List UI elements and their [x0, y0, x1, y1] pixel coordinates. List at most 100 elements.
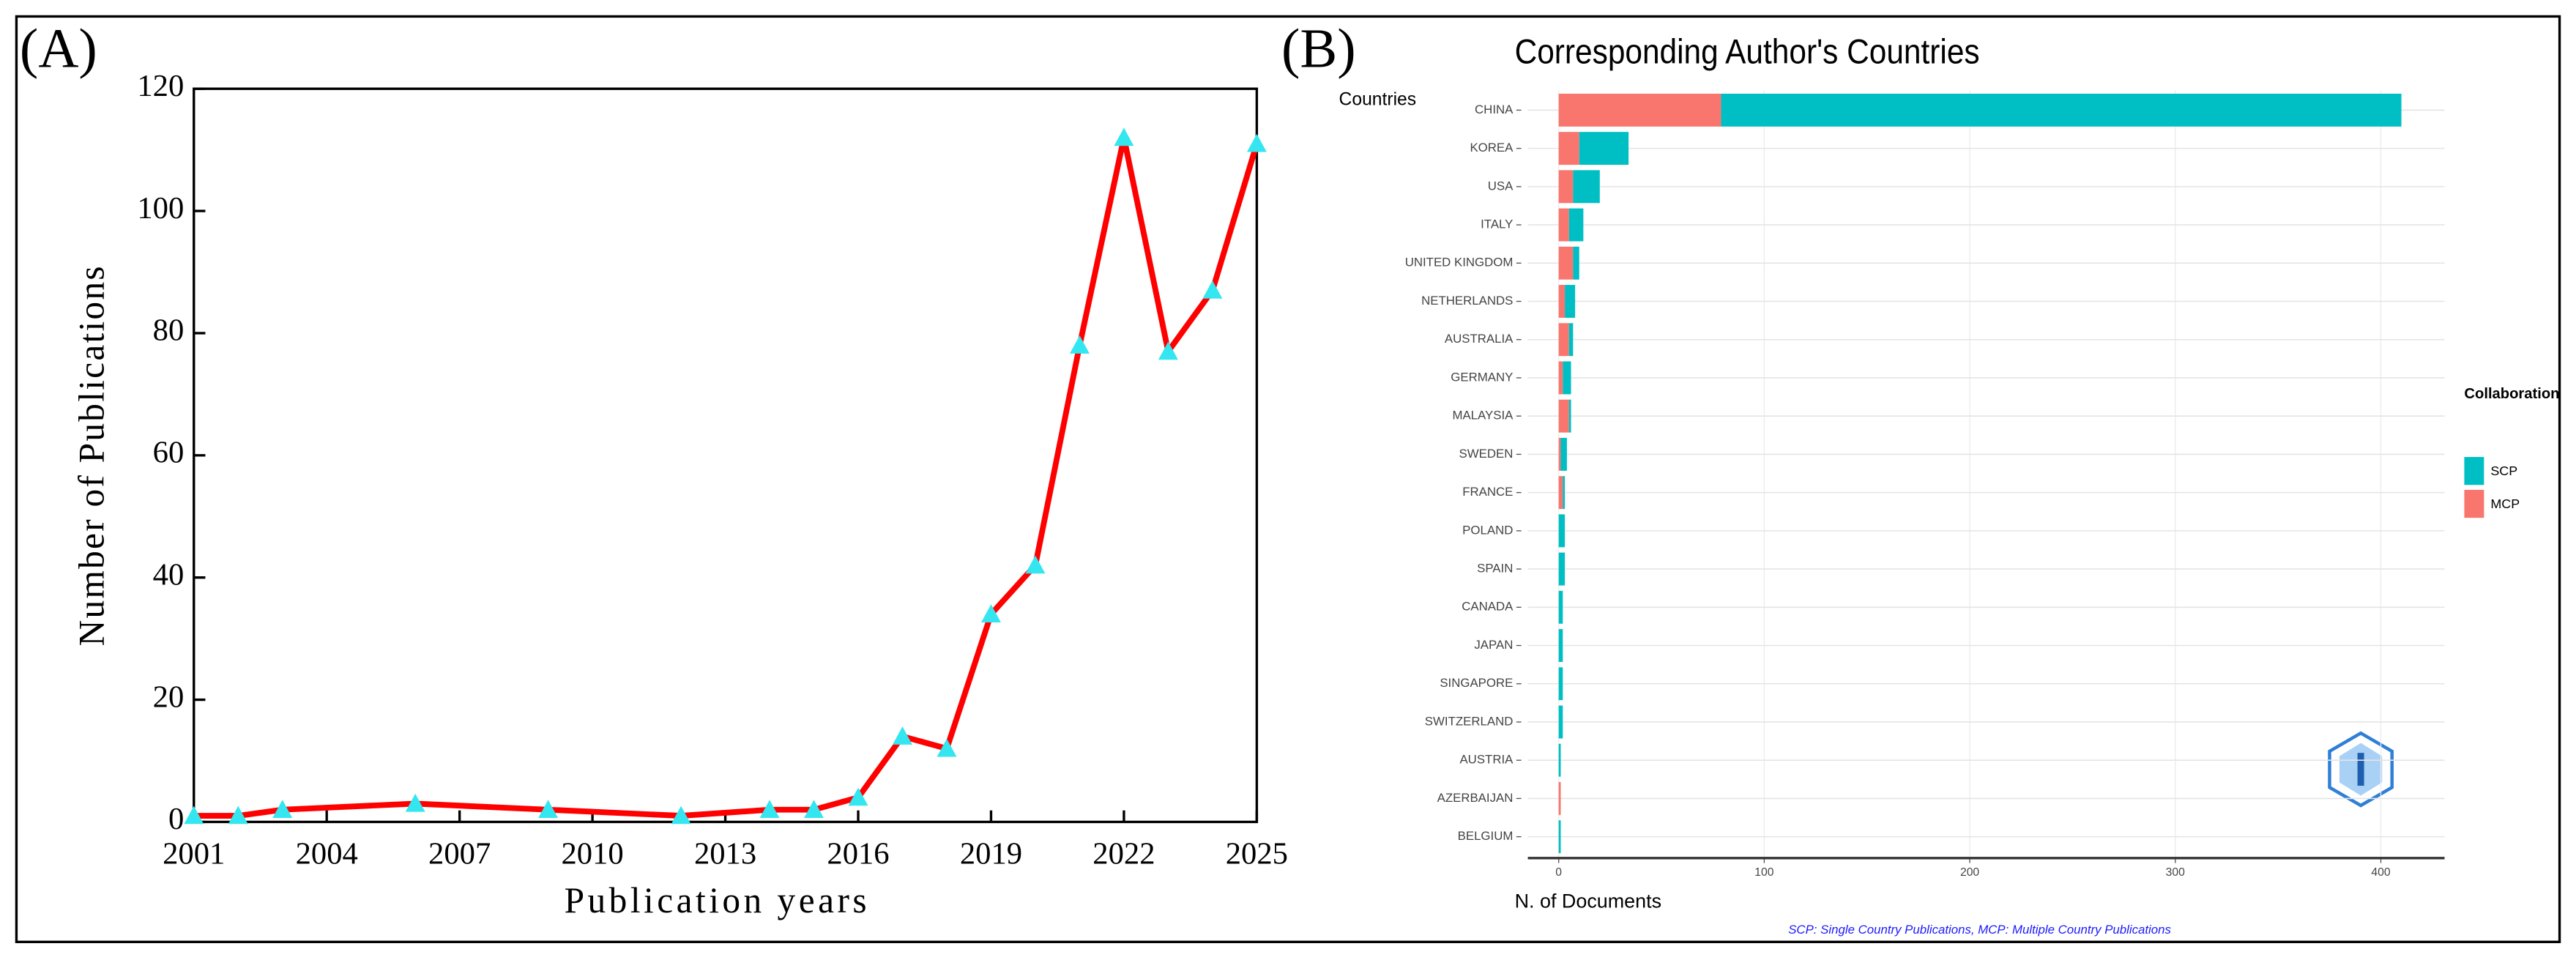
data-marker [1025, 555, 1046, 574]
y-tick-label: NETHERLANDS [1421, 294, 1513, 308]
bar-segment [1560, 437, 1567, 471]
y-tick-label: SWITZERLAND [1425, 714, 1514, 728]
plot-frame [193, 87, 1259, 824]
x-tick-label: 0 [1555, 866, 1562, 879]
legend-swatch [2464, 457, 2484, 485]
data-marker [804, 800, 824, 818]
bar-segment [1721, 93, 2402, 127]
data-marker [1114, 127, 1134, 146]
data-marker [1158, 341, 1178, 360]
y-tick-label: 0 [168, 802, 184, 836]
y-tick-label: FRANCE [1462, 485, 1513, 499]
legend-swatch [2464, 489, 2484, 518]
y-tick-label: CHINA [1475, 103, 1514, 116]
x-tick-label: 300 [2166, 866, 2185, 879]
bar-segment [1558, 476, 1563, 510]
y-tick-label: JAPAN [1474, 638, 1513, 652]
bar-segment [1558, 820, 1561, 854]
data-marker [1202, 280, 1223, 299]
x-tick-label: 2025 [1226, 836, 1288, 871]
y-tick-label: 40 [153, 557, 185, 592]
y-tick-label: CANADA [1462, 600, 1514, 614]
bar-segment [1558, 361, 1563, 395]
figure-border [15, 15, 2561, 943]
x-tick-label: 2022 [1092, 836, 1155, 871]
y-tick-label: 20 [153, 680, 185, 714]
data-marker [671, 805, 691, 825]
y-tick-label: SWEDEN [1459, 447, 1514, 461]
y-tick-label: 60 [153, 436, 185, 470]
y-tick-label: AUSTRIA [1459, 753, 1514, 767]
bar-segment [1558, 590, 1563, 624]
data-marker [893, 726, 912, 745]
x-tick-label: 2013 [694, 836, 756, 871]
y-tick-label: AUSTRALIA [1445, 332, 1514, 346]
y-tick-label: USA [1488, 179, 1514, 193]
bar-segment [1558, 399, 1569, 433]
data-marker [184, 805, 204, 825]
legend-label: MCP [2490, 496, 2520, 511]
panel-label: (A) [20, 18, 97, 80]
bar-segment [1558, 437, 1561, 471]
bar-segment [1558, 323, 1569, 357]
chart-title: Corresponding Author's Countries [1515, 31, 1980, 71]
legend-label: SCP [2490, 464, 2517, 478]
y-tick-label: SPAIN [1477, 562, 1513, 576]
panel-label: (B) [1281, 18, 1356, 80]
y-tick-label: AZERBAIJAN [1437, 791, 1514, 805]
bar-segment [1558, 667, 1563, 701]
bar-segment [1563, 361, 1571, 395]
x-tick-label: 400 [2371, 866, 2390, 879]
bar-segment [1558, 514, 1566, 548]
data-marker [272, 800, 293, 818]
chart-a: (A) 0 20 40 60 80 100 120 2001 2004 2007 2010 2013 20… [20, 18, 1288, 920]
bar-segment [1568, 323, 1574, 357]
data-marker [848, 787, 868, 806]
bar-segment [1565, 285, 1576, 318]
y-tick-label: SINGAPORE [1440, 676, 1513, 690]
data-marker [1246, 133, 1267, 152]
caption: SCP: Single Country Publications, MCP: M… [1788, 923, 2171, 937]
bar-segment [1558, 781, 1561, 815]
data-marker [405, 793, 425, 812]
data-marker [228, 805, 248, 825]
y-tick-label: POLAND [1462, 523, 1513, 537]
bar-segment [1563, 476, 1566, 510]
bar-segment [1568, 208, 1584, 242]
bar-segment [1558, 93, 1721, 127]
x-axis-label: Publication years [565, 880, 871, 920]
y-tick-label: MALAYSIA [1452, 409, 1514, 423]
bar-segment [1558, 132, 1579, 165]
bar-segment [1558, 285, 1566, 318]
y-tick-label: 80 [153, 313, 185, 348]
bar-segment [1558, 170, 1574, 204]
y-tick-label: GERMANY [1451, 370, 1513, 384]
data-marker [981, 604, 1001, 622]
bar-segment [1558, 208, 1569, 242]
y-tick-label: UNITED KINGDOM [1405, 256, 1514, 269]
data-marker [759, 800, 780, 818]
x-tick-label: 2016 [827, 836, 889, 871]
data-marker [538, 800, 559, 818]
data-marker [1069, 335, 1090, 354]
bar-segment [1568, 399, 1571, 433]
bar-segment [1558, 743, 1561, 777]
watermark-logo [2328, 731, 2394, 808]
y-tick-label: BELGIUM [1458, 829, 1514, 843]
y-tick-label: ITALY [1481, 217, 1513, 231]
y-tick-label: KOREA [1470, 141, 1514, 155]
y-tick-label: 120 [137, 69, 184, 103]
x-tick-label: 100 [1754, 866, 1773, 879]
bar-segment [1573, 170, 1600, 204]
bar-segment [1558, 629, 1563, 662]
x-tick-label: 2010 [561, 836, 623, 871]
data-line [193, 135, 1260, 819]
bar-segment [1558, 552, 1566, 586]
bar-segment [1573, 246, 1579, 280]
y-tick-label: 100 [137, 191, 184, 226]
bar-segment [1558, 246, 1574, 280]
data-marker [937, 738, 957, 757]
x-tick-label: 2007 [428, 836, 491, 871]
